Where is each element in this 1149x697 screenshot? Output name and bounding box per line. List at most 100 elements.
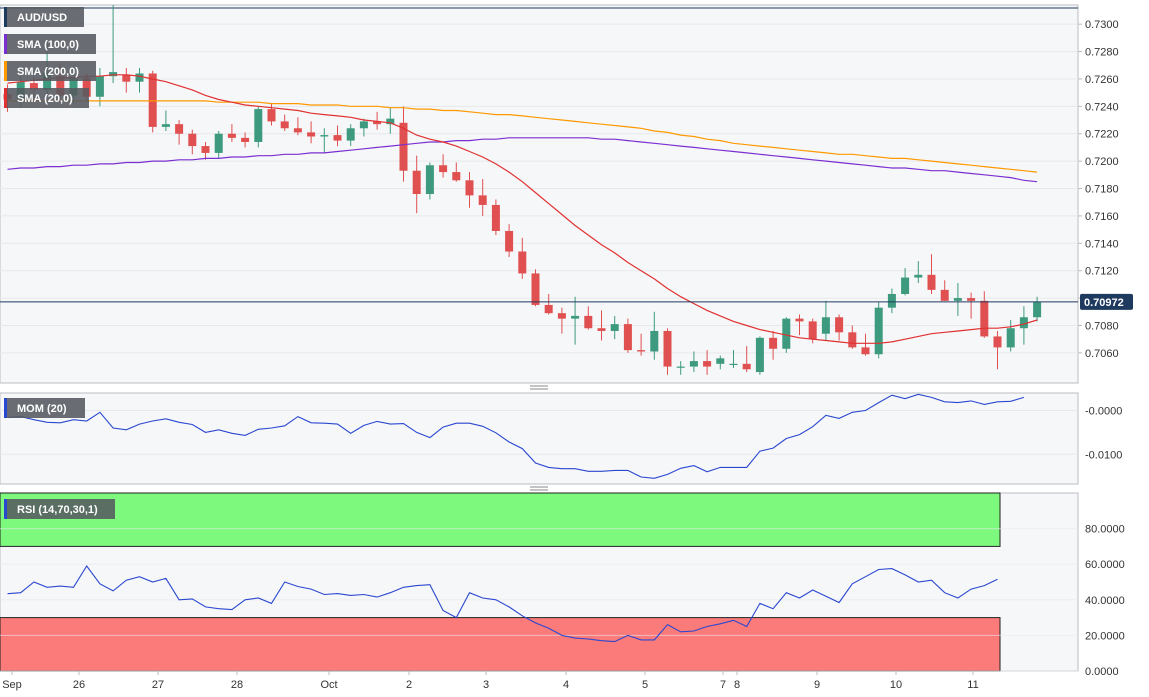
candle-body [505, 230, 514, 252]
price-plot-area[interactable] [0, 4, 1079, 384]
candle-body [782, 318, 791, 349]
candle[interactable] [122, 68, 131, 93]
candle[interactable] [452, 162, 461, 182]
candle-body [320, 135, 329, 137]
candle[interactable] [307, 121, 316, 144]
candle[interactable] [940, 280, 949, 301]
candle[interactable] [557, 307, 566, 334]
candle[interactable] [359, 118, 368, 137]
candle-body [623, 324, 632, 351]
candle[interactable] [544, 293, 553, 315]
candle[interactable] [175, 120, 184, 145]
candle[interactable] [214, 131, 223, 159]
candle[interactable] [914, 261, 923, 284]
candle[interactable] [491, 199, 500, 236]
candle[interactable] [1006, 320, 1015, 352]
legend-sma-20[interactable]: SMA (20,0) [4, 88, 89, 108]
candle[interactable] [293, 117, 302, 136]
candle[interactable] [148, 70, 157, 133]
momentum-panel[interactable]: -0.0000 -0.0100 [0, 392, 1122, 491]
legend-rsi-label: RSI (14,70,30,1) [17, 504, 98, 516]
candle[interactable] [1033, 296, 1042, 322]
candle[interactable] [980, 291, 989, 338]
candle[interactable] [927, 254, 936, 294]
candle[interactable] [95, 68, 104, 107]
candle[interactable] [478, 178, 487, 216]
candle[interactable] [109, 5, 118, 84]
candle[interactable] [716, 355, 725, 370]
y-tick-label: 0.7220 [1085, 129, 1119, 141]
candle[interactable] [320, 128, 329, 153]
legend-mom[interactable]: MOM (20) [4, 398, 85, 418]
y-tick-label: 20.0000 [1085, 630, 1125, 642]
momentum-line [7, 393, 1025, 479]
candle[interactable] [755, 336, 764, 375]
momentum-plot-area[interactable] [0, 392, 1079, 485]
candle[interactable] [663, 328, 672, 375]
candle[interactable] [201, 141, 210, 160]
x-tick-label: 2 [406, 679, 412, 691]
candle[interactable] [386, 107, 395, 134]
candle[interactable] [795, 314, 804, 336]
candle[interactable] [241, 132, 250, 148]
candle-body [703, 361, 712, 367]
candle[interactable] [623, 318, 632, 353]
candle[interactable] [399, 106, 408, 182]
candle-body [993, 336, 1002, 348]
candle[interactable] [610, 315, 619, 340]
candle[interactable] [505, 224, 514, 257]
candle[interactable] [901, 267, 910, 296]
candle[interactable] [135, 68, 144, 93]
candle[interactable] [729, 350, 738, 368]
legend-sma-200[interactable]: SMA (200,0) [4, 61, 96, 81]
candle[interactable] [835, 314, 844, 341]
candle[interactable] [439, 154, 448, 178]
candle[interactable] [571, 296, 580, 345]
legend-rsi-accent [4, 499, 7, 519]
legend-aud-usd[interactable]: AUD/USD [4, 7, 84, 27]
candle[interactable] [993, 330, 1002, 370]
candle[interactable] [676, 361, 685, 375]
legend-sma-100-accent [4, 34, 7, 54]
candle[interactable] [742, 346, 751, 373]
candle[interactable] [689, 351, 698, 373]
candle[interactable] [967, 292, 976, 319]
candle[interactable] [227, 124, 236, 142]
candle-body [29, 83, 38, 90]
legend-sma-100[interactable]: SMA (100,0) [4, 34, 96, 54]
candle[interactable] [280, 114, 289, 131]
candle[interactable] [769, 330, 778, 360]
candle[interactable] [597, 310, 606, 341]
candle[interactable] [333, 125, 342, 147]
candle[interactable] [861, 333, 870, 356]
candle-body [267, 109, 276, 122]
candle[interactable] [584, 306, 593, 330]
legend-aud-usd-accent [4, 7, 7, 27]
candle[interactable] [518, 237, 527, 279]
candle[interactable] [412, 155, 421, 214]
y-tick-label: 0.7260 [1085, 74, 1119, 86]
candle[interactable] [848, 325, 857, 349]
candle[interactable] [953, 283, 962, 316]
overbought-zone [0, 492, 1001, 547]
candle[interactable] [821, 300, 830, 341]
candle[interactable] [1019, 306, 1028, 345]
price-panel[interactable]: 0.7300 0.7280 0.7260 0.7240 0.7220 0.7200 0.71… [0, 4, 1133, 390]
candle[interactable] [346, 124, 355, 147]
candle[interactable] [188, 129, 197, 155]
candle[interactable] [373, 111, 382, 130]
candle[interactable] [465, 172, 474, 208]
candle[interactable] [637, 333, 646, 356]
candle[interactable] [703, 350, 712, 375]
candle[interactable] [531, 269, 540, 307]
legend-rsi[interactable]: RSI (14,70,30,1) [4, 499, 115, 519]
candle[interactable] [161, 110, 170, 131]
candle[interactable] [887, 288, 896, 314]
candle[interactable] [425, 162, 434, 200]
candle[interactable] [874, 302, 883, 359]
candle[interactable] [650, 311, 659, 360]
candle[interactable] [254, 106, 263, 148]
candle-body [663, 330, 672, 367]
rsi-panel[interactable]: 80.0000 60.0000 40.0000 20.0000 0.0000 [0, 492, 1125, 678]
